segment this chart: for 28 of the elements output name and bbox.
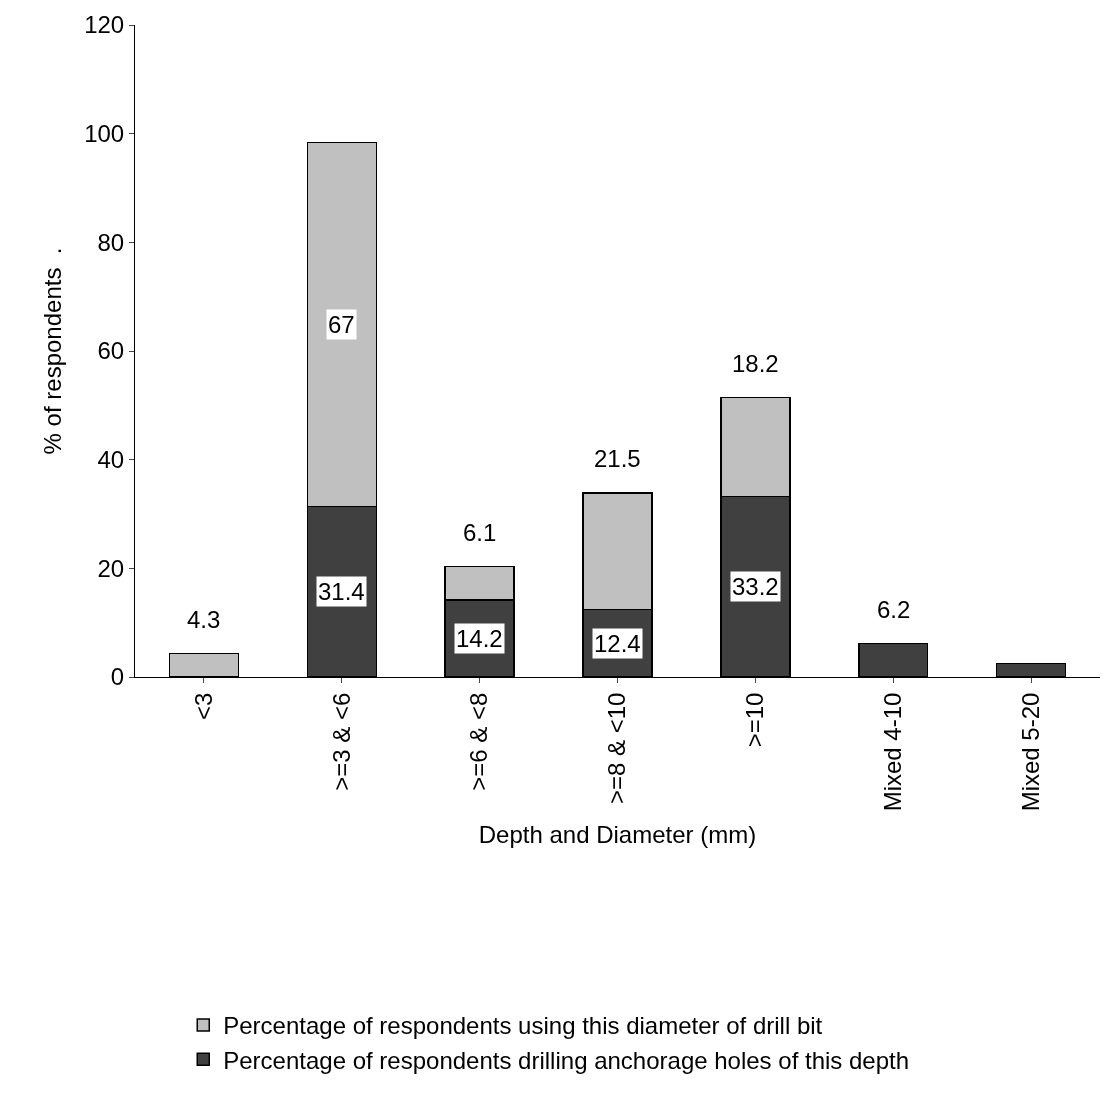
data-label: 4.3 [187, 606, 221, 633]
data-label: 33.2 [732, 573, 779, 600]
x-tick-label: >=3 & <6 [327, 692, 355, 791]
x-tick-label: Mixed 5-20 [1016, 692, 1044, 812]
x-axis-title: Depth and Diameter (mm) [478, 820, 757, 848]
data-label: 21.5 [594, 445, 641, 472]
x-tick-label: Mixed 4-10 [879, 692, 907, 812]
x-tick-label: <3 [189, 692, 217, 720]
legend-label: Percentage of respondents drilling anchorage holes of this depth [223, 1046, 910, 1074]
y-tick-label: 0 [110, 663, 125, 691]
data-label: 67 [328, 311, 355, 338]
y-tick-label: 20 [97, 554, 125, 582]
y-tick-label: 60 [97, 337, 125, 365]
data-label: 6.2 [877, 596, 911, 623]
x-tick-label: >=10 [741, 692, 769, 748]
x-tick-label: >=8 & <10 [603, 692, 631, 805]
legend-label: Percentage of respondents using this diameter of drill bit [223, 1012, 823, 1040]
y-tick-label: 40 [97, 446, 125, 474]
data-label: 31.4 [318, 578, 365, 605]
y-tick-label: 100 [84, 120, 125, 148]
data-label: 12.4 [594, 630, 641, 657]
x-tick-label: >=6 & <8 [465, 692, 493, 791]
y-tick-label: 80 [97, 228, 125, 256]
y-axis-title: % of respondents . [39, 247, 67, 455]
y-tick-label: 120 [84, 11, 125, 39]
data-label: 14.2 [456, 625, 503, 652]
data-label: 6.1 [463, 519, 497, 546]
data-label: 18.2 [732, 350, 779, 377]
